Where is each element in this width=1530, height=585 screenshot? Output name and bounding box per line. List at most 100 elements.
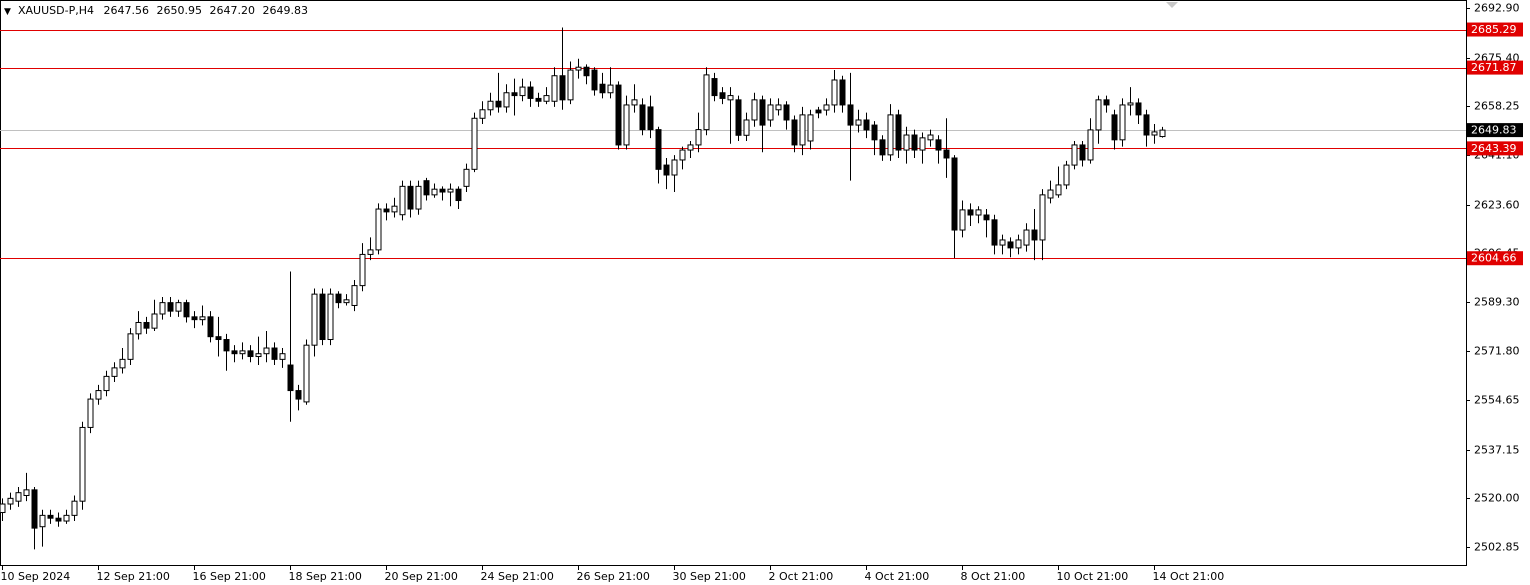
level-label-box <box>1467 141 1523 156</box>
candle-body <box>1095 99 1102 131</box>
candle-body <box>927 134 934 141</box>
candle-body <box>119 358 126 369</box>
candle-body <box>615 84 622 146</box>
x-tick-label: 10 Oct 21:00 <box>1057 570 1129 583</box>
candle-body <box>959 209 966 231</box>
candle-body <box>95 390 102 400</box>
level-label: 2604.66 <box>1471 252 1517 265</box>
candle-body <box>367 249 374 255</box>
x-tick-label: 2 Oct 21:00 <box>769 570 834 583</box>
candle-body <box>375 208 382 251</box>
x-tick-label: 16 Sep 21:00 <box>193 570 266 583</box>
candle-body <box>735 99 742 136</box>
candle-body <box>151 313 158 329</box>
candle-body <box>167 302 174 312</box>
candle-body <box>39 514 46 528</box>
candle-body <box>1063 164 1070 186</box>
candle-body <box>703 74 710 131</box>
candle-body <box>743 119 750 136</box>
x-tick-label: 20 Sep 21:00 <box>385 570 458 583</box>
candle-body <box>447 188 454 193</box>
x-tick-label: 8 Oct 21:00 <box>961 570 1026 583</box>
candle-body <box>175 302 182 312</box>
candle-body <box>607 84 614 94</box>
candle-body <box>807 114 814 142</box>
candle-body <box>943 149 950 159</box>
candle-body <box>15 492 22 502</box>
candle-body <box>1087 129 1094 161</box>
symbol: XAUUSD-P,H4 <box>18 4 94 17</box>
x-tick-label: 10 Sep 2024 <box>1 570 71 583</box>
candle-body <box>895 114 902 151</box>
candle-body <box>887 114 894 156</box>
candle-body <box>751 99 758 121</box>
candle-body <box>991 219 998 246</box>
candle-body <box>1151 131 1158 136</box>
candle-body <box>183 302 190 318</box>
info-open: 2647.56 <box>104 4 150 17</box>
candle-body <box>831 79 838 106</box>
bid-label-box <box>1467 123 1523 138</box>
candle-body <box>599 83 606 94</box>
candle-body <box>215 336 222 341</box>
candle-body <box>239 350 246 355</box>
x-tick-label: 26 Sep 21:00 <box>577 570 650 583</box>
candle-body <box>663 164 670 176</box>
candle-body <box>1111 114 1118 141</box>
candle-body <box>7 497 14 505</box>
candle-body <box>303 344 310 403</box>
candle-body <box>399 185 406 216</box>
candle-body <box>727 95 734 101</box>
candle-body <box>23 489 30 497</box>
candle-body <box>335 293 342 304</box>
candle-body <box>543 95 550 102</box>
candle-body <box>823 104 830 111</box>
candle-body <box>1055 184 1062 196</box>
candle-body <box>535 97 542 102</box>
y-tick-label: 2537.15 <box>1474 444 1520 457</box>
candle-body <box>519 86 526 97</box>
candle-body <box>591 69 598 91</box>
candle-body <box>463 168 470 187</box>
candle-body <box>287 364 294 392</box>
candle-body <box>951 157 958 231</box>
candle-body <box>247 350 254 358</box>
candle-body <box>87 398 94 428</box>
y-tick-label: 2554.65 <box>1474 394 1520 407</box>
candle-body <box>1159 129 1166 138</box>
candle-body <box>871 124 878 141</box>
candle-body <box>455 188 462 202</box>
y-tick-label: 2658.25 <box>1474 100 1520 113</box>
candle-body <box>0 503 6 514</box>
candle-body <box>199 316 206 321</box>
candle-body <box>783 104 790 121</box>
candle-body <box>255 353 262 358</box>
candle-body <box>351 285 358 306</box>
y-tick-label: 2520.00 <box>1474 492 1520 505</box>
y-tick-label: 2571.80 <box>1474 345 1520 358</box>
candle-body <box>47 514 54 519</box>
candle-body <box>855 119 862 126</box>
candle-body <box>71 500 78 516</box>
candle-body <box>79 426 86 502</box>
candle-body <box>975 209 982 216</box>
level-label-box <box>1467 251 1523 266</box>
x-tick-label: 4 Oct 21:00 <box>865 570 930 583</box>
candle-body <box>343 299 350 304</box>
candle-body <box>711 78 718 97</box>
candle-body <box>695 129 702 146</box>
candle-body <box>103 375 110 392</box>
candle-body <box>623 104 630 146</box>
candle-body <box>391 205 398 213</box>
candle-body <box>319 293 326 341</box>
info-close: 2649.83 <box>263 4 309 17</box>
shift-marker <box>1166 2 1178 8</box>
candle-body <box>111 367 118 377</box>
candle-body <box>135 321 142 335</box>
candle-body <box>191 316 198 321</box>
candle-body <box>31 489 38 529</box>
candle-body <box>1079 144 1086 161</box>
candle-body <box>1143 114 1150 136</box>
candle-body <box>919 137 926 151</box>
